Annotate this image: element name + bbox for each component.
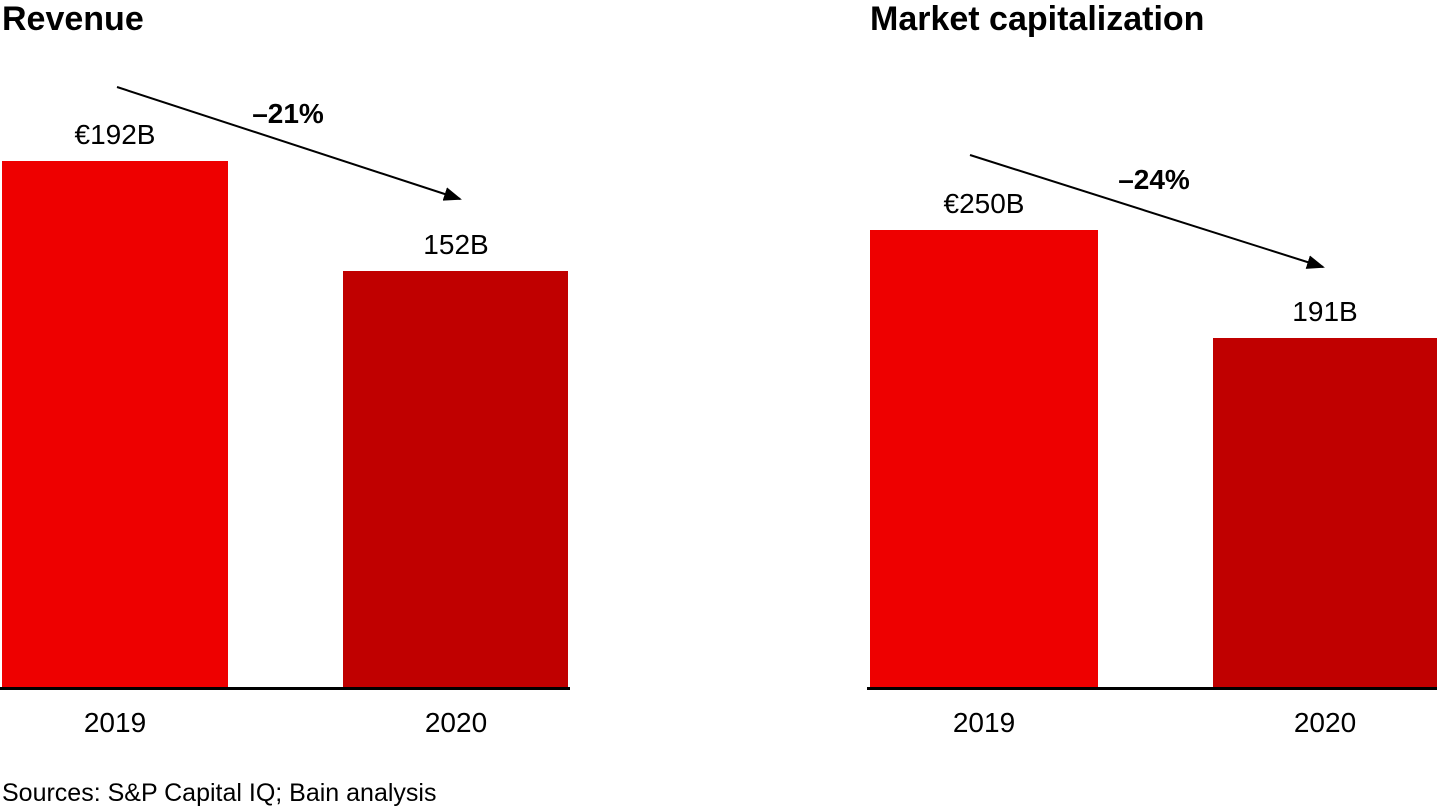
bar-value-label-marketcap-2019: €250B [943, 188, 1025, 219]
bar-value-label-revenue-2020: 152B [423, 229, 489, 260]
x-axis-line-revenue [0, 687, 570, 690]
bar-marketcap-2020 [1213, 338, 1437, 689]
bar-revenue-2019 [2, 161, 228, 689]
year-label-marketcap-2020: 2020 [1293, 707, 1357, 738]
year-label-revenue-2019: 2019 [83, 707, 147, 738]
bar-value-label-marketcap-2020: 191B [1292, 296, 1358, 327]
percent-change-label-marketcap: –24% [1118, 164, 1190, 195]
year-label-marketcap-2019: 2019 [952, 707, 1016, 738]
chart-title-market-capitalization: Market capitalization [870, 0, 1205, 38]
bar-value-label-revenue-2019: €192B [74, 119, 156, 150]
year-label-revenue-2020: 2020 [424, 707, 488, 738]
bar-marketcap-2019 [870, 230, 1098, 689]
sources-note: Sources: S&P Capital IQ; Bain analysis [2, 779, 437, 807]
percent-change-label-revenue: –21% [252, 98, 324, 129]
x-axis-line-marketcap [867, 687, 1437, 690]
chart-title-revenue: Revenue [2, 0, 144, 38]
bar-revenue-2020 [343, 271, 568, 689]
